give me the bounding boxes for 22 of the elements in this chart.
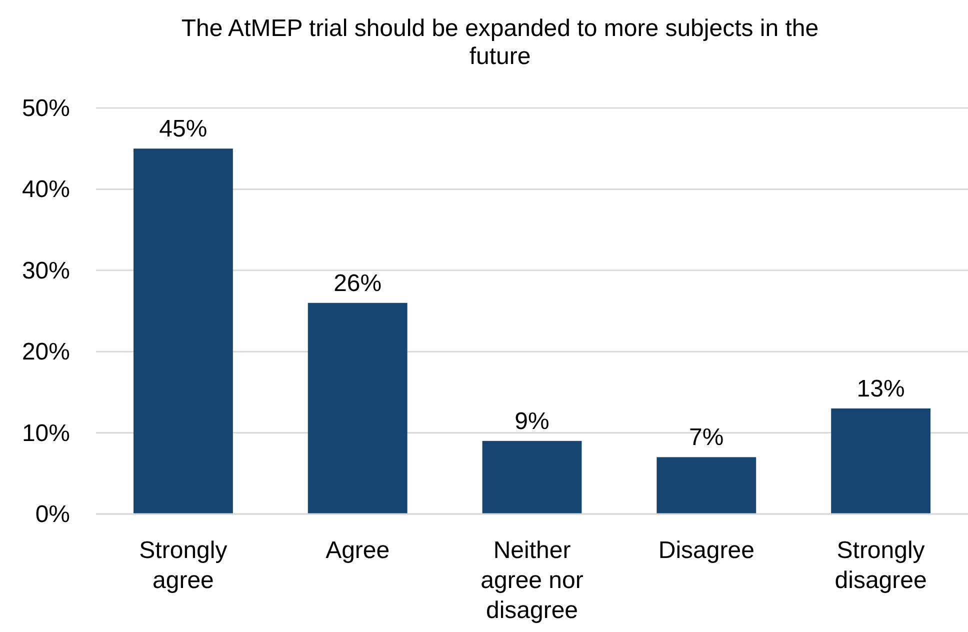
x-tick-label: Agree <box>326 537 390 564</box>
data-label: 13% <box>856 375 905 402</box>
y-tick-label: 0% <box>35 501 70 528</box>
bar <box>482 440 582 514</box>
x-tick-label: Strongly disagree <box>834 537 927 594</box>
bar <box>133 148 233 514</box>
x-tick-label: Strongly agree <box>139 537 228 594</box>
y-tick-label: 40% <box>22 176 70 204</box>
bar <box>308 302 408 514</box>
chart-title: The AtMEP trial should be expanded to more subjects in the future <box>181 15 819 70</box>
x-tick-label: Neither agree nor disagree <box>480 537 584 624</box>
bar <box>656 457 756 514</box>
y-tick-label: 50% <box>22 95 70 122</box>
y-tick-label: 20% <box>22 338 70 366</box>
y-tick-label: 10% <box>22 420 70 447</box>
x-tick-label: Disagree <box>658 537 754 564</box>
bar <box>831 408 931 514</box>
data-label: 7% <box>689 424 724 452</box>
data-label: 45% <box>159 116 208 143</box>
y-tick-label: 30% <box>22 257 70 284</box>
data-label: 26% <box>334 270 382 297</box>
data-label: 9% <box>514 408 550 435</box>
